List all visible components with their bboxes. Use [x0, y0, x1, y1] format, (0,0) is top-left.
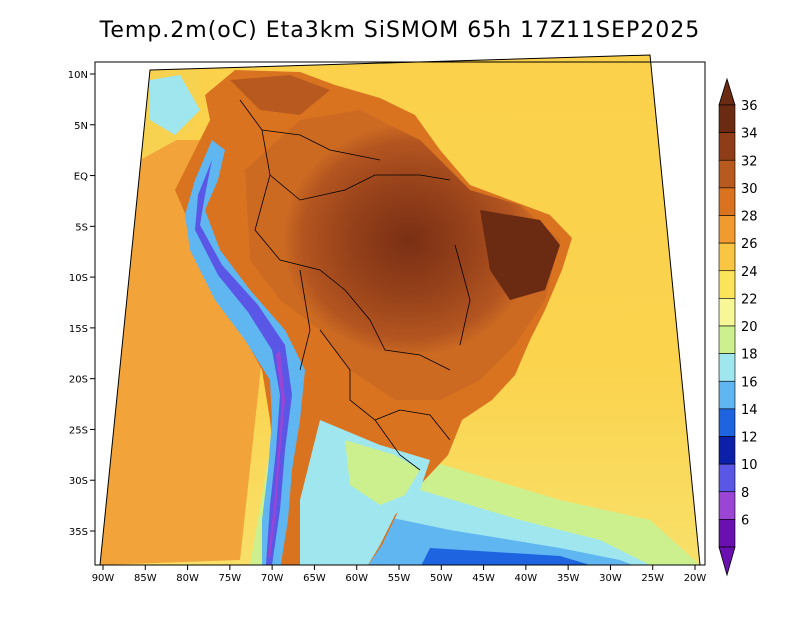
amazon-hot-region — [245, 110, 560, 400]
colorbar-label: 30 — [741, 182, 758, 197]
colorbar-label: 18 — [741, 348, 758, 363]
lat-label: 5N — [74, 121, 88, 132]
colorbar-swatch — [718, 436, 736, 465]
colorbar-swatch — [718, 132, 736, 161]
colorbar-swatch — [718, 159, 736, 189]
lon-label: 30W — [599, 573, 622, 584]
lat-label: 20S — [69, 375, 88, 386]
colorbar-label: 34 — [741, 127, 758, 142]
colorbar-swatch — [718, 187, 736, 216]
northern-lowlands — [230, 75, 330, 115]
colorbar-swatch — [718, 298, 736, 327]
lon-label: 65W — [303, 573, 326, 584]
colorbar-swatch — [718, 270, 736, 299]
colorbar-label: 14 — [741, 403, 758, 418]
colorbar-swatch — [718, 242, 736, 272]
colorbar-label: 24 — [741, 265, 758, 280]
colorbar-label: 16 — [741, 375, 758, 390]
lon-label: 25W — [641, 573, 664, 584]
colorbar-swatch — [718, 325, 736, 354]
lon-label: 20W — [684, 573, 707, 584]
plot-border — [94, 61, 706, 566]
lon-label: 70W — [261, 573, 284, 584]
south-atlantic-coldest — [420, 548, 600, 565]
lat-label: EQ — [74, 172, 88, 183]
colorbar-label: 8 — [741, 486, 749, 501]
colorbar-label: 12 — [741, 431, 758, 446]
map-title: Temp.2m(oC) Eta3km SiSMOM 65h 17Z11SEP20… — [99, 18, 701, 43]
lon-label: 85W — [134, 573, 157, 584]
map-field — [100, 55, 700, 565]
colorbar-label: 6 — [741, 513, 749, 528]
colorbar-swatch — [718, 353, 736, 382]
lat-label: 15S — [69, 324, 88, 335]
andes-high-peaks — [195, 160, 292, 565]
lat-label: 25S — [69, 425, 88, 436]
colorbar-label: 32 — [741, 154, 758, 169]
lon-label: 50W — [430, 573, 453, 584]
lon-label: 90W — [92, 573, 115, 584]
colorbar-swatch — [718, 104, 736, 133]
colorbar-label: 36 — [741, 99, 758, 114]
lon-label: 60W — [345, 573, 368, 584]
lon-label: 40W — [515, 573, 538, 584]
pampas-mild — [345, 440, 420, 505]
pacific-cool-patch — [150, 75, 200, 135]
colorbar-swatch — [718, 408, 736, 437]
colorbar-label: 28 — [741, 210, 758, 225]
lon-label: 80W — [176, 573, 199, 584]
colorbar-label: 22 — [741, 292, 758, 307]
northeast-hot-region — [480, 210, 560, 300]
lon-label: 75W — [219, 573, 242, 584]
lat-label: 5S — [75, 222, 88, 233]
latitude-axis: 10N 5N EQ 5S 10S 15S 20S 25S 30S 35S — [68, 70, 95, 538]
lon-label: 35W — [557, 573, 580, 584]
colorbar: 36 34 32 30 28 26 24 22 20 18 16 14 12 10 8 6 — [718, 77, 758, 577]
political-borders — [239, 99, 471, 471]
colorbar-swatch — [718, 463, 736, 493]
colorbar-arrow-top — [718, 77, 736, 106]
colorbar-swatch — [718, 519, 736, 548]
lat-label: 10S — [69, 273, 88, 284]
lat-label: 10N — [68, 70, 88, 81]
colorbar-arrow-bottom — [718, 546, 736, 577]
colorbar-label: 20 — [741, 320, 758, 335]
colorbar-swatch — [718, 215, 736, 244]
lon-label: 45W — [472, 573, 495, 584]
colorbar-label: 10 — [741, 458, 758, 473]
lat-label: 35S — [69, 527, 88, 538]
lon-label: 55W — [388, 573, 411, 584]
colorbar-swatch — [718, 491, 736, 520]
longitude-axis: 90W 85W 80W 75W 70W 65W 60W 55W 50W 45W 40W 35W 30W 2… — [92, 565, 707, 584]
colorbar-swatch — [718, 380, 736, 410]
colorbar-label: 26 — [741, 237, 758, 252]
lat-label: 30S — [69, 476, 88, 487]
